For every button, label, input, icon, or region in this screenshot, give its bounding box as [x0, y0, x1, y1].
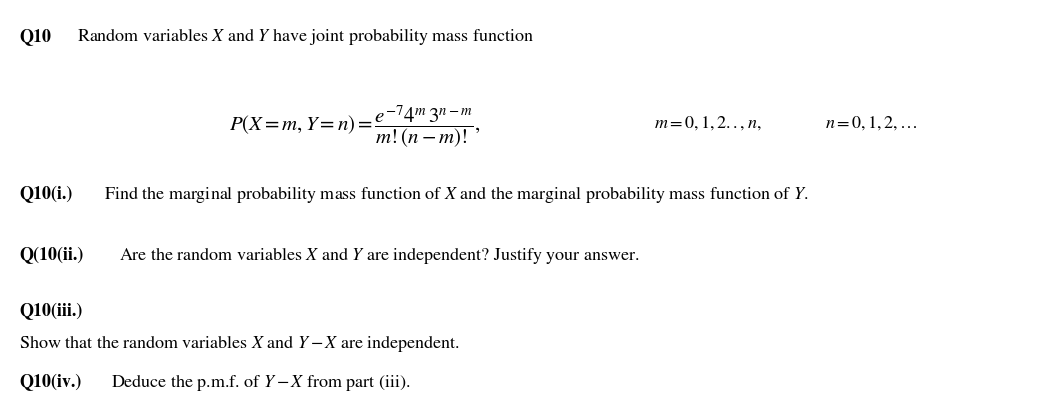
Text: Find the marginal probability mass function of $X$ and the marginal probability : Find the marginal probability mass funct…	[104, 184, 809, 205]
Text: $m=0,1,2..,n,$: $m=0,1,2..,n,$	[654, 113, 762, 131]
Text: Are the random variables $X$ and $Y$ are independent? Justify your answer.: Are the random variables $X$ and $Y$ are…	[119, 244, 639, 265]
Text: $n=0,1,2,\ldots$: $n=0,1,2,\ldots$	[825, 113, 917, 131]
Text: Q10: Q10	[19, 28, 51, 45]
Text: Q(10(ii.): Q(10(ii.)	[19, 246, 84, 263]
Text: Q10(iv.): Q10(iv.)	[19, 373, 82, 390]
Text: Random variables $\mathit{X}$ and $\mathit{Y}$ have joint probability mass funct: Random variables $\mathit{X}$ and $\math…	[77, 26, 534, 47]
Text: Deduce the p.m.f. of $Y-X$ from part (iii).: Deduce the p.m.f. of $Y-X$ from part (ii…	[111, 371, 411, 392]
Text: Q10(iii.): Q10(iii.)	[19, 302, 83, 319]
Text: Q10(i.): Q10(i.)	[19, 186, 72, 203]
Text: $P(X=m,Y=n) = \dfrac{e^{-7}4^{m}\,3^{n-m}}{m!(n-m)!},$: $P(X=m,Y=n) = \dfrac{e^{-7}4^{m}\,3^{n-m…	[229, 103, 481, 150]
Text: Show that the random variables $X$ and $Y-X$ are independent.: Show that the random variables $X$ and $…	[19, 332, 461, 353]
